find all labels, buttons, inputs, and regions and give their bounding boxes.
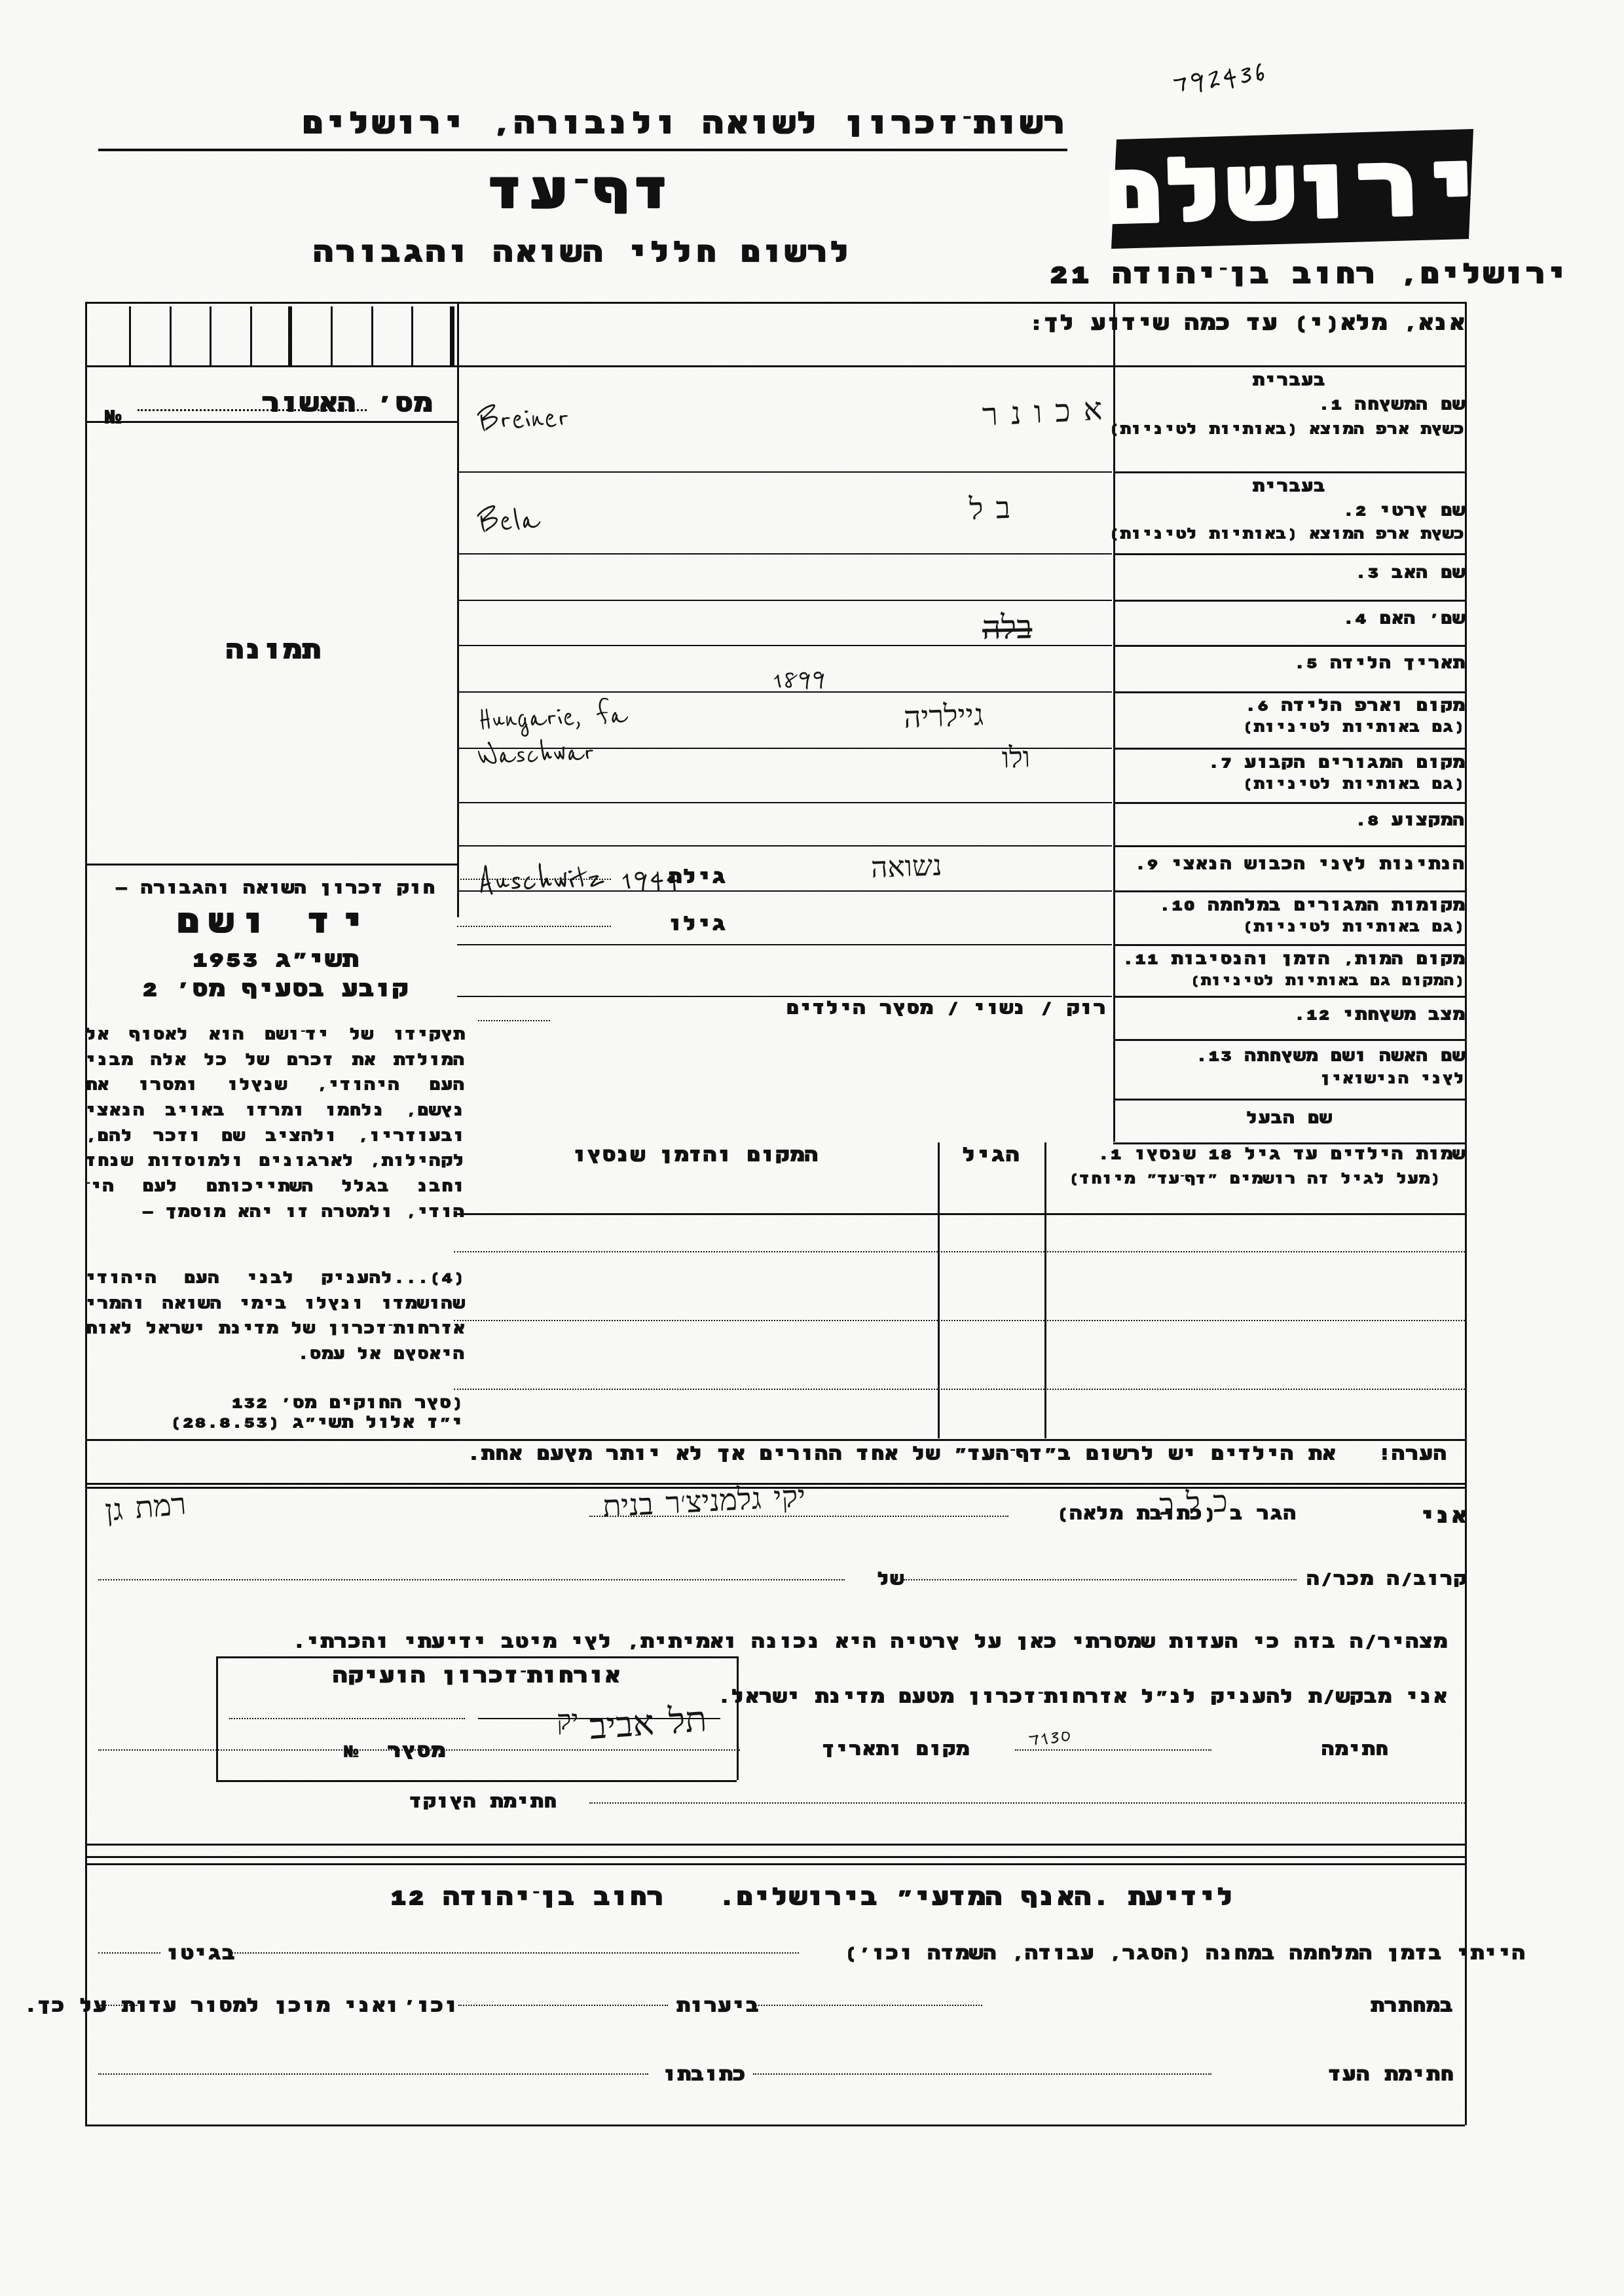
svg-text:ירושלם: ירושלם	[1110, 143, 1477, 248]
